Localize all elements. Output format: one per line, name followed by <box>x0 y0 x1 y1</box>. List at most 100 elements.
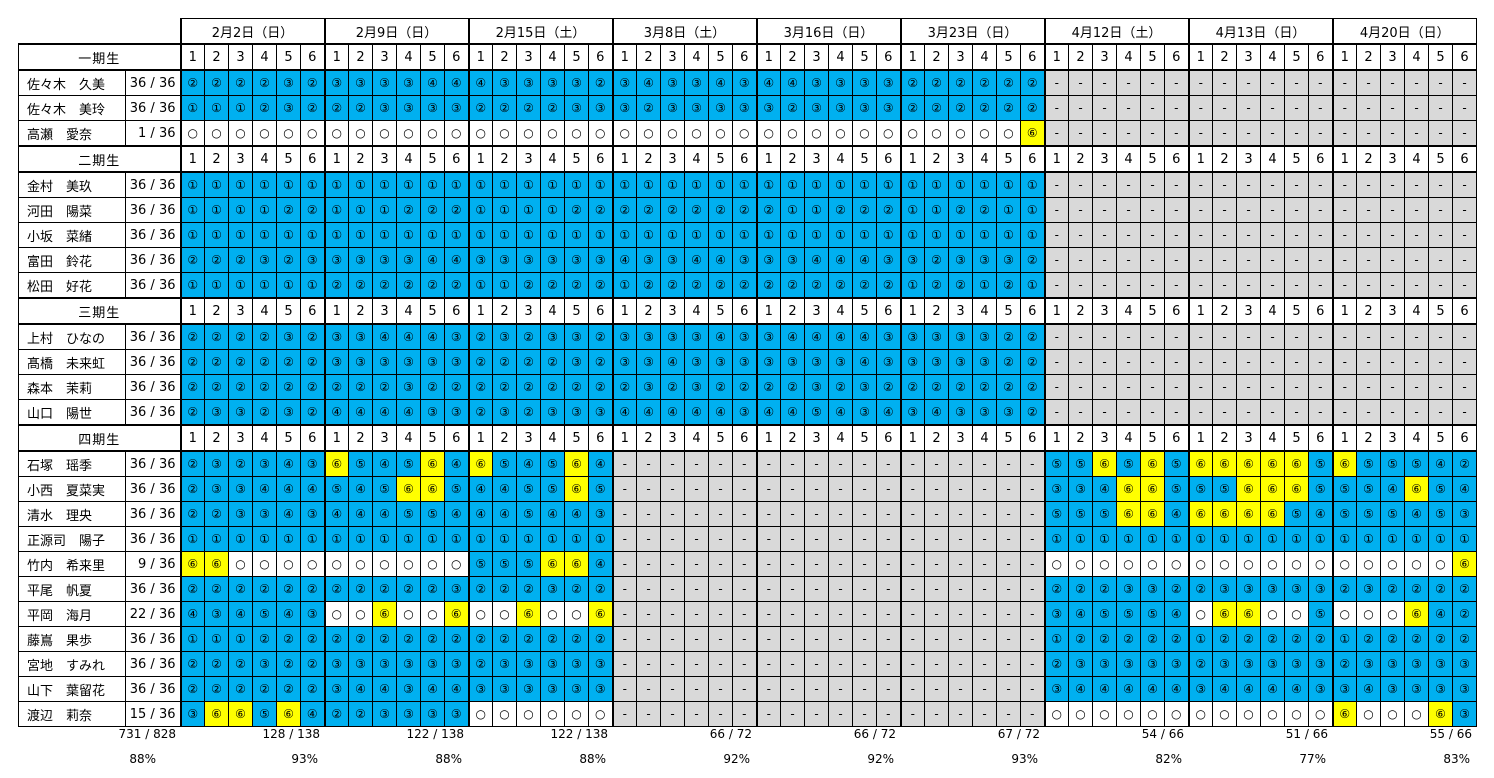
mark: - <box>1342 329 1347 344</box>
attendance-cell: ③ <box>611 69 637 96</box>
attendance-cell: - <box>755 476 781 502</box>
mark: - <box>1078 177 1083 192</box>
mark: ④ <box>235 606 246 621</box>
attendance-cell: - <box>732 501 757 527</box>
highlight-mark: ⑥ <box>1123 506 1134 521</box>
attendance-cell: - <box>684 526 709 552</box>
highlight-mark: ⑥ <box>211 556 222 571</box>
summary-fraction: 55 / 66 <box>1429 727 1472 741</box>
mark: ① <box>619 277 631 292</box>
attendance-cell: - <box>1068 399 1093 426</box>
summary-fraction: 128 / 138 <box>262 727 320 741</box>
slot-number: 6 <box>1308 424 1333 452</box>
attendance-cell: ② <box>467 399 493 426</box>
mark: ○ <box>1051 706 1062 721</box>
mark: - <box>646 481 651 496</box>
attendance-cell: ③ <box>1404 651 1429 677</box>
attendance-cell: ③ <box>444 349 469 375</box>
mark: ④ <box>1363 681 1374 696</box>
mark: - <box>718 531 723 546</box>
slot-number: 5 <box>564 145 589 173</box>
attendance-cell: - <box>1092 272 1117 299</box>
attendance-cell: - <box>996 551 1021 577</box>
highlight-mark: ⑥ <box>475 456 487 471</box>
mark: - <box>814 606 819 621</box>
mark: ○ <box>355 556 366 571</box>
attendance-cell: - <box>1164 171 1189 198</box>
attendance-cell: ② <box>179 323 205 350</box>
attendance-cell: - <box>972 576 997 602</box>
attendance-cell: ② <box>204 374 229 400</box>
attendance-cell: ③ <box>804 374 829 400</box>
mark: - <box>1198 404 1203 419</box>
mark: ③ <box>667 100 678 115</box>
mark: ② <box>306 404 318 419</box>
mark: ② <box>787 277 798 292</box>
attendance-cell: ② <box>204 651 229 677</box>
slot-number: 4 <box>1116 424 1141 452</box>
attendance-cell: ① <box>179 171 205 198</box>
mark: ⑤ <box>499 456 510 471</box>
attendance-cell: ○ <box>1356 701 1381 727</box>
attendance-cell: - <box>1404 222 1429 248</box>
attendance-cell: ② <box>1404 626 1429 652</box>
mark: - <box>982 456 987 471</box>
attendance-count: 36 / 36 <box>125 450 181 477</box>
mark: ② <box>1339 656 1351 671</box>
mark: - <box>1462 252 1467 267</box>
attendance-cell: ③ <box>444 701 469 727</box>
mark: ② <box>763 202 775 217</box>
slot-number: 5 <box>1140 297 1165 325</box>
attendance-cell: - <box>1452 349 1477 375</box>
mark: ④ <box>450 252 462 267</box>
mark: ⑤ <box>427 506 438 521</box>
mark: ○ <box>1195 556 1206 571</box>
attendance-cell: ○ <box>1140 551 1165 577</box>
mark: - <box>1030 456 1035 471</box>
mark: ⑤ <box>1387 456 1398 471</box>
mark: ① <box>1003 202 1014 217</box>
mark: ② <box>1363 631 1374 646</box>
slot-number: 1 <box>755 145 781 173</box>
count-separator: / <box>150 706 155 722</box>
mark: - <box>934 681 939 696</box>
mark: ② <box>187 656 199 671</box>
attendance-cell: ① <box>228 95 253 121</box>
attendance-cell: - <box>948 476 973 502</box>
mark: ② <box>1003 75 1014 90</box>
highlight-mark: ⑥ <box>1243 456 1254 471</box>
mark: - <box>1126 354 1131 369</box>
attendance-cell: - <box>780 626 805 652</box>
mark: ① <box>187 100 199 115</box>
date-header: 4月13日（日） <box>1187 18 1333 45</box>
count-separator: / <box>150 531 155 547</box>
mark: ② <box>547 379 558 394</box>
member-row: 平尾 帆夏 36 / 36 ② ② ② ② ② ② ② ② ② ② ② ③ ② ② ② ③ ② ② - - - - - - - - - -… <box>18 576 1477 602</box>
attendance-count: 36 / 36 <box>125 222 181 248</box>
mark: - <box>1078 75 1083 90</box>
mark: ① <box>235 631 246 646</box>
mark: ② <box>1075 631 1086 646</box>
slot-number: 1 <box>323 145 349 173</box>
slot-number: 3 <box>804 424 829 452</box>
attendance-cell: ② <box>540 95 565 121</box>
attendance-cell: ② <box>660 272 685 299</box>
attendance-cell: ② <box>420 272 445 299</box>
attendance-cell: ⑤ <box>1043 450 1069 477</box>
attendance-cell: ① <box>780 222 805 248</box>
slot-number: 6 <box>588 43 613 71</box>
attendance-cell: ③ <box>755 247 781 273</box>
attendance-count: 36 / 36 <box>125 399 181 426</box>
mark: ③ <box>211 404 222 419</box>
attendance-cell: - <box>1043 247 1069 273</box>
mark: - <box>1318 404 1323 419</box>
mark: ① <box>283 177 294 192</box>
attendance-count: 36 / 36 <box>125 95 181 121</box>
mark: - <box>1294 354 1299 369</box>
mark: ④ <box>763 75 775 90</box>
mark: ② <box>1195 656 1207 671</box>
mark: - <box>1198 379 1203 394</box>
mark: ① <box>499 177 510 192</box>
count-total: 36 <box>158 506 176 522</box>
mark: - <box>838 606 843 621</box>
